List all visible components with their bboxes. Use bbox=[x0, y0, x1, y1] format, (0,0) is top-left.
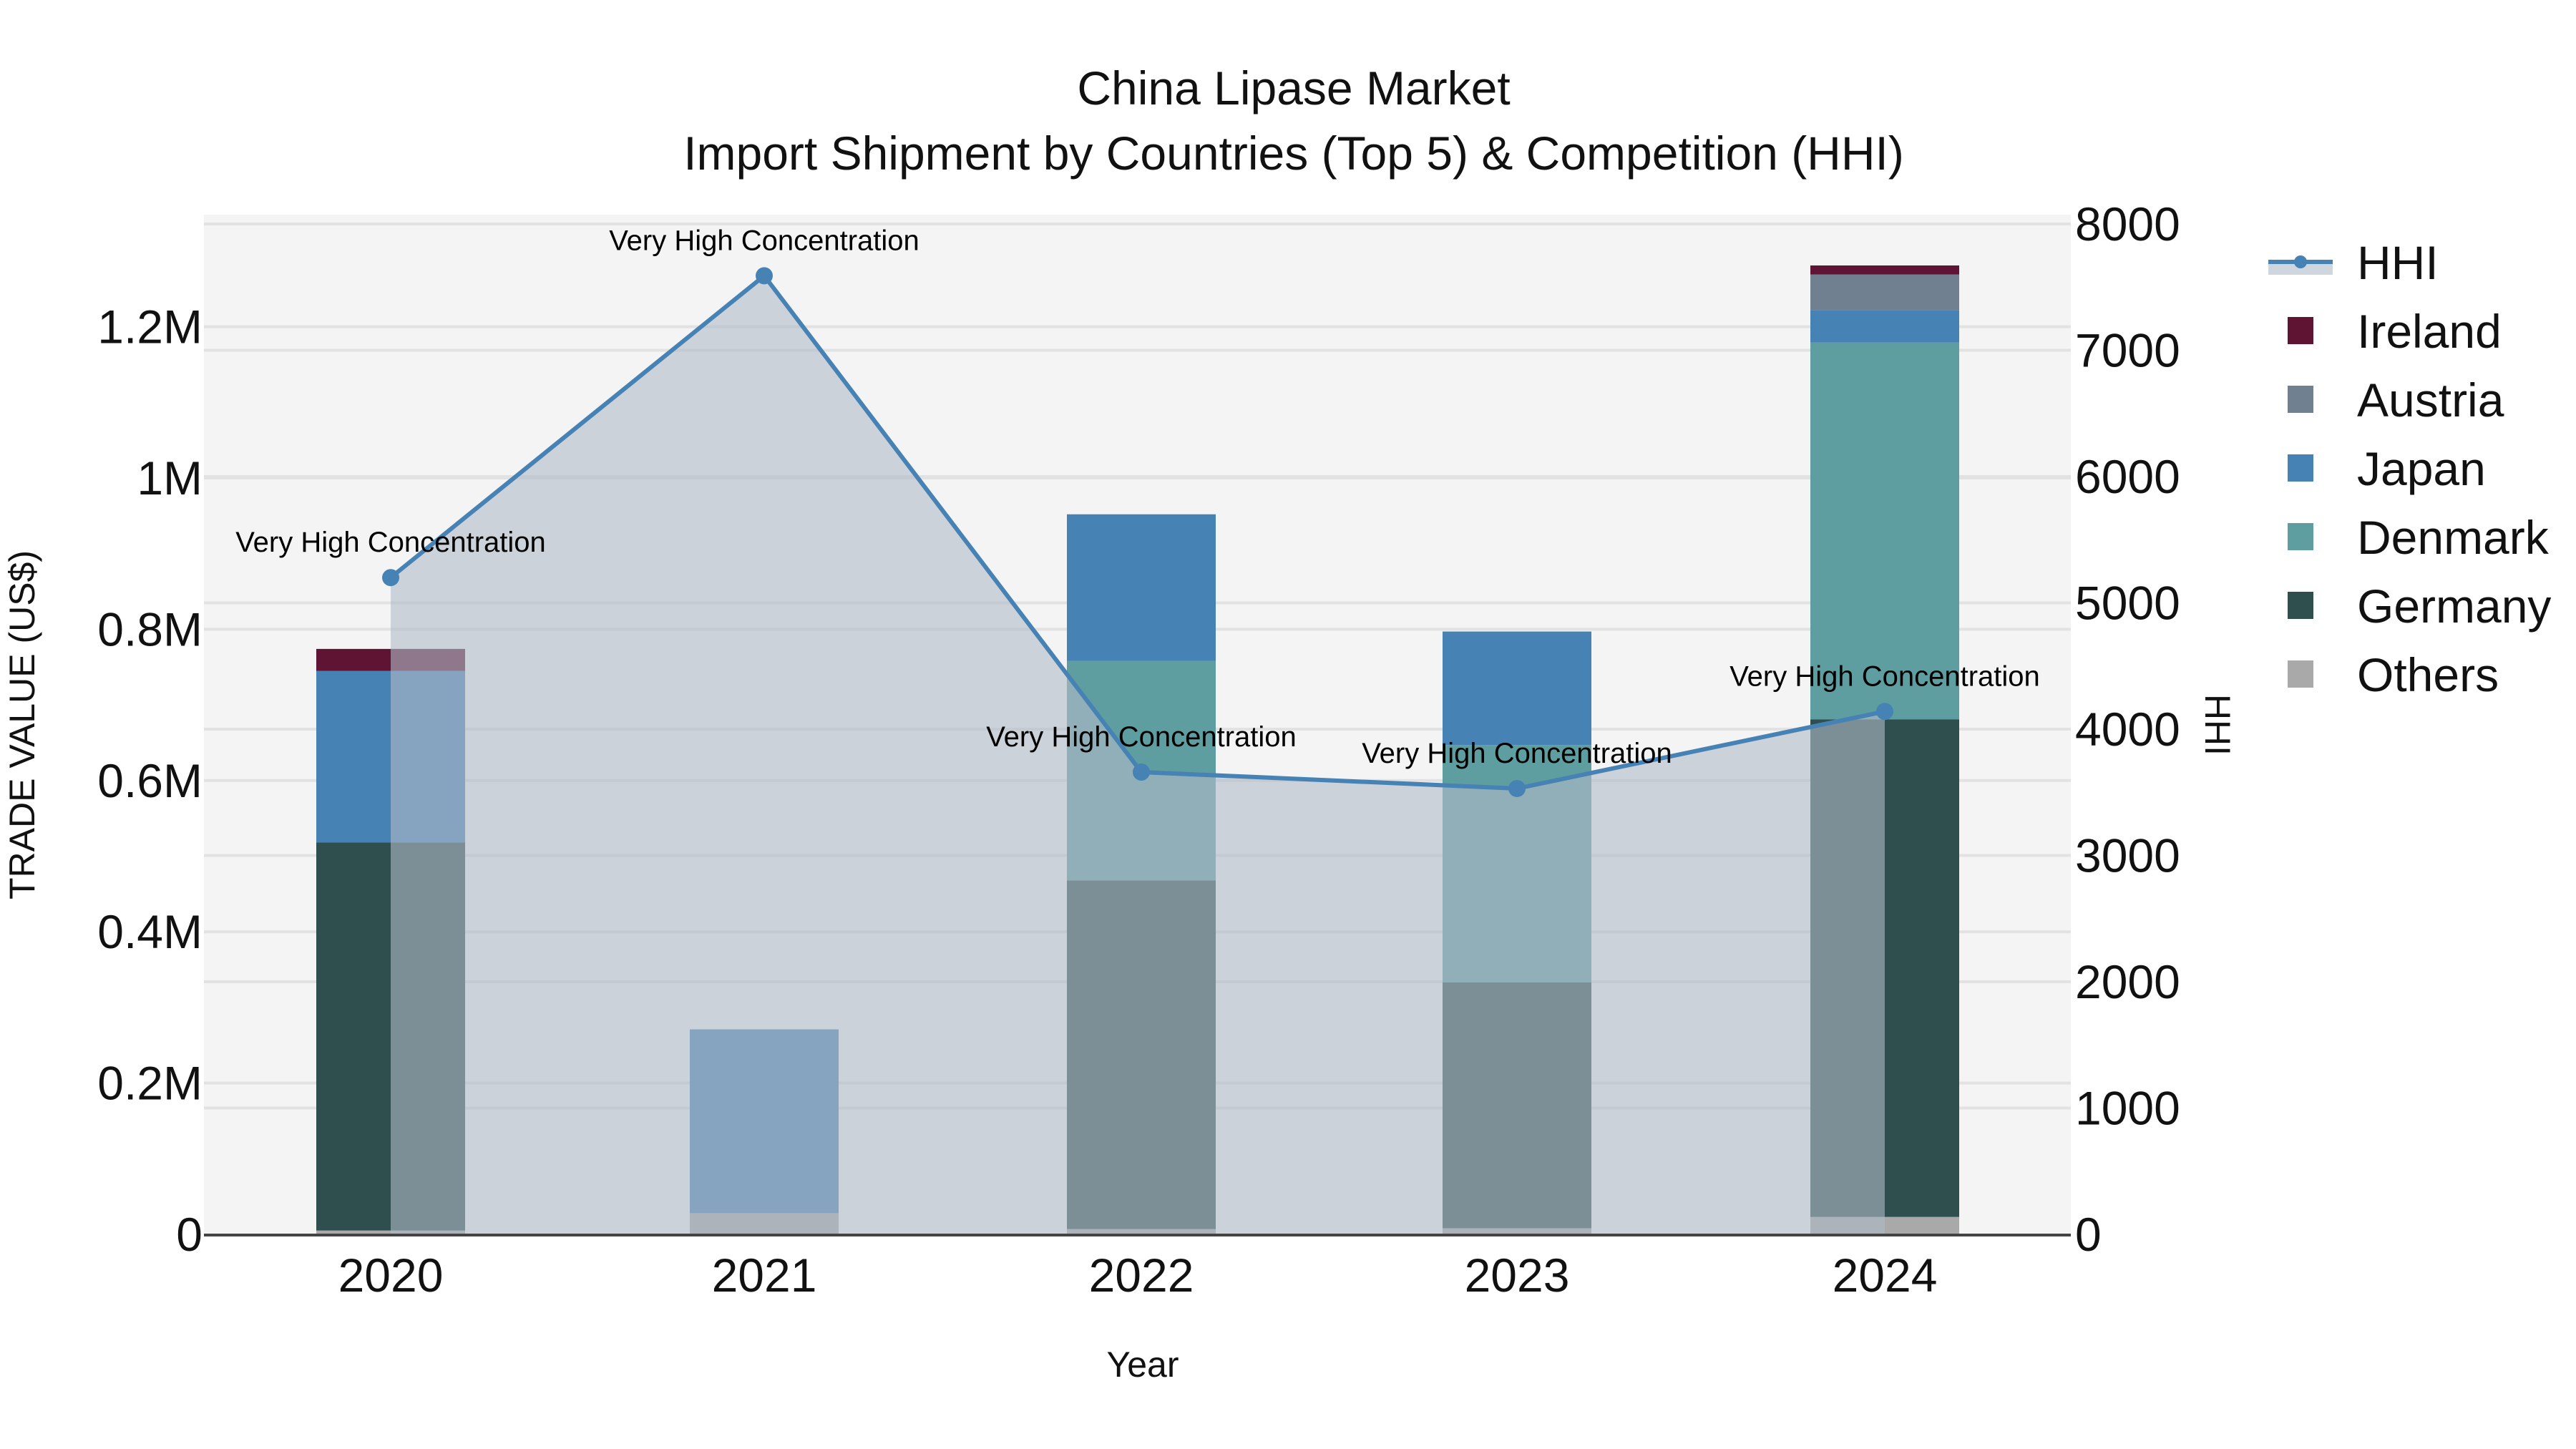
hhi-marker-2023[interactable] bbox=[1508, 779, 1526, 797]
hhi-marker-2024[interactable] bbox=[1876, 703, 1893, 721]
bar-segment-japan-2022[interactable] bbox=[1067, 514, 1216, 661]
legend-swatch-icon bbox=[2288, 386, 2313, 413]
y-right-tick-label: 5000 bbox=[2075, 577, 2180, 630]
hhi-annotation-2021: Very High Concentration bbox=[609, 225, 919, 256]
y-left-tick-label: 1.2M bbox=[97, 301, 203, 353]
bar-segment-ireland-2024[interactable] bbox=[1810, 265, 1959, 275]
x-tick-label: 2024 bbox=[1833, 1249, 1938, 1302]
hhi-series bbox=[382, 267, 1893, 1234]
x-tick-label: 2021 bbox=[712, 1249, 817, 1302]
legend-label: HHI bbox=[2357, 236, 2439, 289]
hhi-annotation-2020: Very High Concentration bbox=[235, 527, 546, 558]
y-right-tick-label: 2000 bbox=[2075, 955, 2180, 1008]
legend-item-austria[interactable]: Austria bbox=[2288, 374, 2504, 426]
x-axis-title: Year bbox=[1106, 1345, 1179, 1385]
bar-segment-japan-2023[interactable] bbox=[1443, 631, 1591, 746]
bar-segment-denmark-2024[interactable] bbox=[1810, 342, 1959, 720]
y-left-tick-label: 0 bbox=[176, 1208, 203, 1261]
hhi-annotation-2023: Very High Concentration bbox=[1362, 738, 1672, 769]
legend-item-ireland[interactable]: Ireland bbox=[2288, 305, 2502, 358]
y-left-tick-label: 0.6M bbox=[97, 754, 203, 807]
y-right-tick-label: 4000 bbox=[2075, 703, 2180, 756]
y-right-tick-label: 1000 bbox=[2075, 1082, 2180, 1135]
x-tick-label: 2023 bbox=[1465, 1249, 1570, 1302]
legend-label: Germany bbox=[2357, 580, 2551, 633]
x-tick-label: 2020 bbox=[338, 1249, 444, 1302]
legend-swatch-icon bbox=[2288, 592, 2313, 619]
y-left-tick-label: 0.8M bbox=[97, 602, 203, 655]
bar-segment-japan-2024[interactable] bbox=[1810, 310, 1959, 343]
legend-label: Denmark bbox=[2357, 511, 2550, 564]
y-right-tick-label: 8000 bbox=[2075, 197, 2180, 250]
y-left-tick-label: 0.2M bbox=[97, 1057, 203, 1110]
y-right-tick-label: 7000 bbox=[2075, 324, 2180, 377]
chart-title-line2: Import Shipment by Countries (Top 5) & C… bbox=[683, 127, 1904, 180]
legend-item-japan[interactable]: Japan bbox=[2288, 442, 2486, 495]
hhi-annotations: Very High Concentration Very High Concent… bbox=[235, 225, 2040, 769]
legend-swatch-icon bbox=[2288, 317, 2313, 344]
legend-label: Austria bbox=[2357, 374, 2504, 426]
legend-label: Ireland bbox=[2357, 305, 2502, 358]
legend-item-germany[interactable]: Germany bbox=[2288, 580, 2551, 633]
legend-item-others[interactable]: Others bbox=[2288, 648, 2499, 701]
hhi-annotation-2024: Very High Concentration bbox=[1729, 660, 2040, 692]
y-left-axis-title: TRADE VALUE (US$) bbox=[2, 550, 42, 899]
y-left-tick-label: 0.4M bbox=[97, 905, 203, 958]
hhi-marker-2020[interactable] bbox=[382, 569, 399, 587]
y-right-axis-ticks: 0 1000 2000 3000 4000 5000 6000 7000 8000 bbox=[2075, 197, 2180, 1261]
legend-label: Others bbox=[2357, 648, 2499, 701]
y-right-tick-label: 0 bbox=[2075, 1208, 2102, 1261]
legend-item-hhi[interactable]: HHI bbox=[2268, 236, 2439, 289]
y-left-tick-label: 1M bbox=[137, 452, 203, 504]
y-left-axis-ticks: 0 0.2M 0.4M 0.6M 0.8M 1M 1.2M bbox=[97, 301, 203, 1261]
bar-segment-austria-2024[interactable] bbox=[1810, 274, 1959, 311]
hhi-marker-2022[interactable] bbox=[1133, 763, 1150, 781]
legend-item-denmark[interactable]: Denmark bbox=[2288, 511, 2550, 564]
legend-label: Japan bbox=[2357, 442, 2486, 495]
y-right-tick-label: 3000 bbox=[2075, 829, 2180, 882]
chart-title-line1: China Lipase Market bbox=[1077, 62, 1510, 114]
legend-swatch-icon bbox=[2288, 454, 2313, 482]
y-right-tick-label: 6000 bbox=[2075, 450, 2180, 503]
legend-swatch-icon bbox=[2288, 523, 2313, 550]
x-axis-ticks: 2020 2021 2022 2023 2024 bbox=[338, 1249, 1938, 1302]
hhi-annotation-2022: Very High Concentration bbox=[986, 721, 1297, 753]
hhi-area bbox=[391, 275, 1885, 1234]
legend-swatch-icon bbox=[2288, 660, 2313, 688]
hhi-marker-2021[interactable] bbox=[756, 267, 773, 285]
x-tick-label: 2022 bbox=[1089, 1249, 1194, 1302]
legend: HHI Ireland Austria Japan Denmark Germany Othe… bbox=[2268, 236, 2551, 701]
legend-marker-icon bbox=[2294, 255, 2307, 268]
y-right-axis-title: HHI bbox=[2197, 694, 2238, 756]
